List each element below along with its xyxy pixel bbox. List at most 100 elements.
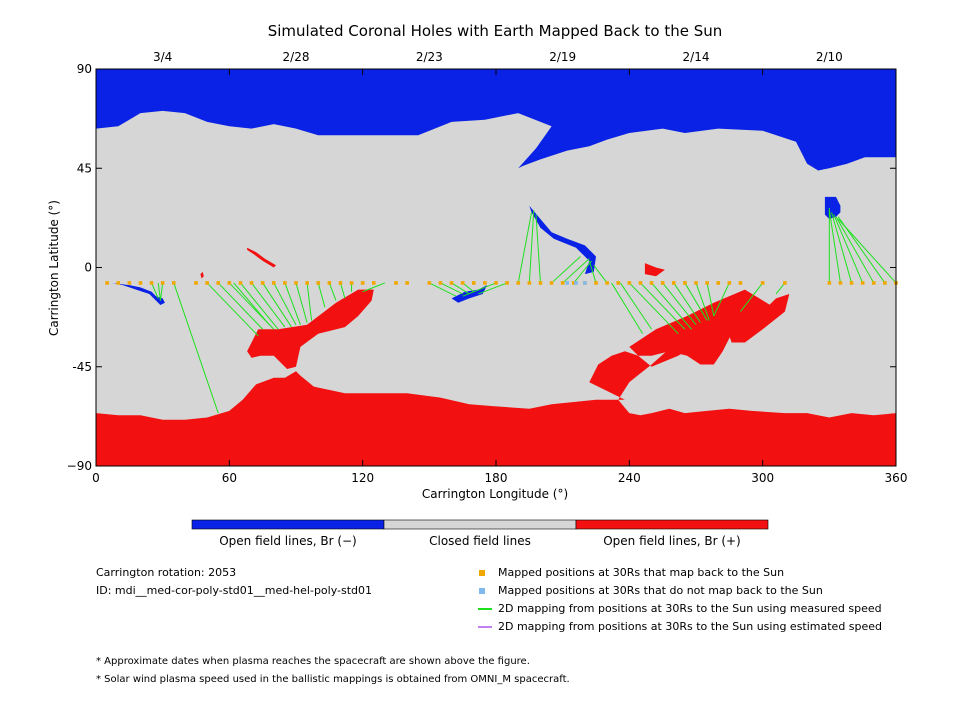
mapping-line-49 [831,212,853,284]
mapped-position-33 [505,281,509,285]
date-tick-2-28: 2/28 [283,50,310,64]
mapped-position-1 [116,281,121,285]
mapping-line-27 [528,210,535,283]
mapped-positions [105,281,898,285]
mapped-position-49 [683,281,687,285]
mapped-position-60 [860,281,865,285]
mapped-position-27 [438,281,443,285]
mapped-position-8 [205,281,209,285]
x-tick-label-60: 60 [222,471,237,485]
mapping-line-10 [295,282,308,323]
carrington-rotation: Carrington rotation: 2053 [96,566,237,579]
positive-sliver-70 [247,247,276,268]
negative-hole-330 [824,196,841,219]
mapped-position-56 [783,281,787,285]
mapping-line-25 [478,282,508,295]
colorbar-open_negative [191,519,385,530]
mapped-position-15 [283,281,287,285]
mapping-line-2 [151,282,159,299]
mapping-line-44 [775,282,786,295]
x-tick-label-0: 0 [92,471,100,485]
mapped-position-25 [405,281,409,285]
date-tick-2-23: 2/23 [416,50,443,64]
negative-tongue-200 [529,205,596,275]
footpoint-mapping-lines [151,207,897,414]
mapped-position-47 [660,281,665,285]
field-regions [96,69,896,466]
mapping-line-33 [593,264,608,284]
mapped-position-55 [760,281,765,285]
legend-line-icon [478,626,492,628]
mapped-position-43 [616,281,621,285]
y-tick-label--90: −90 [67,459,92,473]
mapped-position-20 [338,281,343,285]
x-axis-ticks: 0 60 120 180 240 300 360 [92,69,907,485]
mapping-line-12 [317,282,326,308]
unmapped-position-2 [583,281,587,285]
legend-label: 2D mapping from positions at 30Rs to the… [498,602,882,615]
mapping-line-37 [662,282,697,326]
run-id: ID: mdi__med-cor-poly-std01__med-hel-pol… [96,584,373,597]
positive-lobe-west [247,289,374,369]
mapped-position-51 [705,281,709,285]
mapped-position-59 [849,281,854,285]
legend-square-icon [479,588,485,594]
mapped-position-5 [160,281,165,285]
mapped-position-36 [538,281,543,285]
colorbar-label-open_positive: Open field lines, Br (+) [603,534,741,548]
mapping-line-23 [462,282,475,293]
positive-lobe-east [629,289,774,365]
colorbar-label-open_negative: Open field lines, Br (−) [219,534,357,548]
date-tick-2-19: 2/19 [549,50,576,64]
mapping-line-28 [535,214,541,283]
mapping-line-38 [673,282,701,323]
mapped-position-24 [394,281,398,285]
mapping-line-45 [611,282,644,334]
positive-patch-47 [200,271,204,279]
colorbar-label-closed: Closed field lines [429,534,531,548]
mapped-position-37 [549,281,554,285]
mapped-position-3 [138,281,143,285]
mapping-line-36 [651,282,692,330]
mapping-line-41 [706,282,715,317]
mapping-line-20 [429,282,457,297]
mapped-position-35 [527,281,532,285]
mapped-position-58 [838,281,843,285]
mapped-position-53 [727,281,732,285]
chart-title: Simulated Coronal Holes with Earth Mappe… [268,22,723,40]
mapped-position-31 [483,281,487,285]
positive-patch-east-2 [727,294,790,343]
mapped-position-6 [171,281,176,285]
mapped-position-11 [238,281,243,285]
mapping-line-13 [328,282,337,301]
legend-square-icon [479,570,485,576]
date-tick-2-14: 2/14 [683,50,710,64]
mapped-position-9 [216,281,221,285]
north-polar-hole [96,69,896,171]
mapped-position-50 [694,281,698,285]
mapping-line-40 [695,282,710,321]
mapping-line-9 [284,282,301,326]
mapped-position-26 [427,281,432,285]
mapped-position-44 [627,281,632,285]
mapping-line-34 [628,282,679,335]
mapped-position-10 [227,281,232,285]
mapping-line-5 [240,282,279,330]
x-tick-label-300: 300 [751,471,774,485]
mapped-position-19 [327,281,332,285]
mapped-position-30 [471,281,476,285]
unmapped-position-0 [565,281,569,285]
y-tick-label-90: 90 [77,62,92,76]
mapping-line-18 [233,282,270,326]
mapping-line-24 [462,282,497,297]
mapping-line-16 [206,282,259,337]
mapped-position-13 [260,281,265,285]
mapping-line-53 [837,218,897,284]
note-omni: * Solar wind plasma speed used in the ba… [96,674,570,685]
mapped-position-23 [371,281,376,285]
mapping-line-0 [159,282,164,301]
mapping-line-46 [620,282,652,330]
mapped-position-32 [494,281,498,285]
mapped-position-45 [638,281,643,285]
